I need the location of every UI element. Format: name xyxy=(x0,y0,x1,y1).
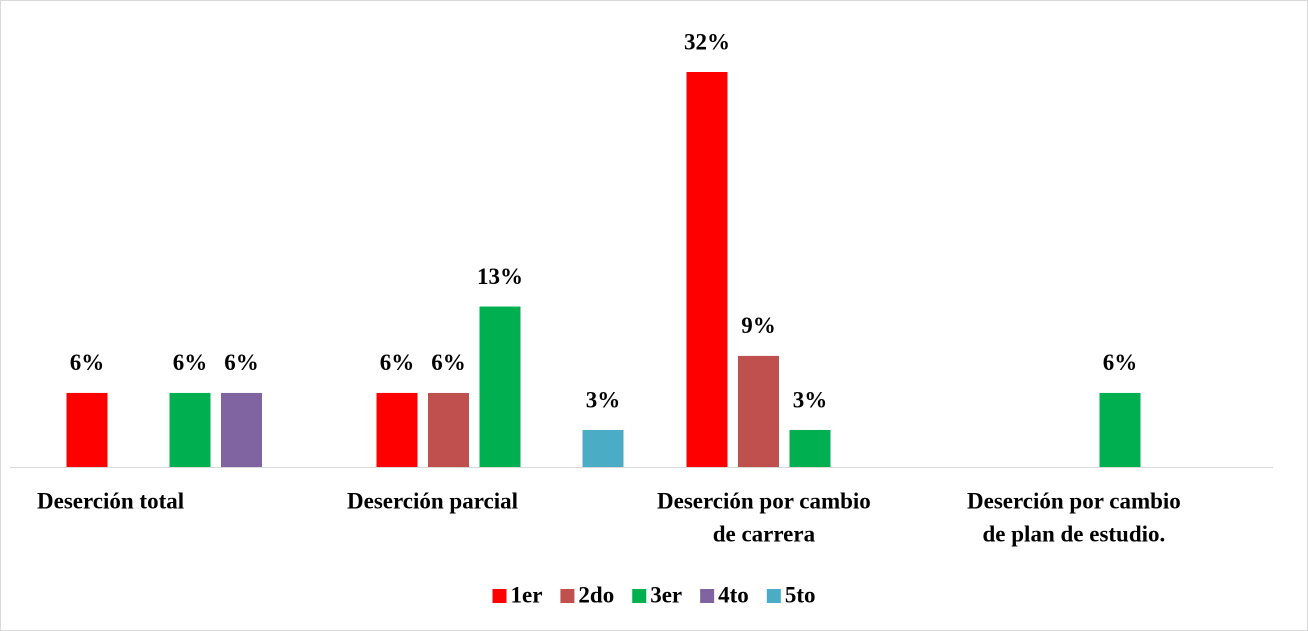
bar xyxy=(169,392,211,467)
legend-swatch xyxy=(492,589,507,603)
bar xyxy=(428,392,469,467)
bar xyxy=(1099,392,1141,467)
legend-label: 3er xyxy=(650,582,682,607)
bar xyxy=(686,72,728,467)
x-tick-label: Deserción por cambio xyxy=(967,488,1181,513)
x-tick-label: Deserción parcial xyxy=(347,488,518,513)
data-label: 6% xyxy=(173,350,208,375)
data-label: 6% xyxy=(431,350,466,375)
legend-swatch xyxy=(632,589,647,603)
data-label: 6% xyxy=(1103,350,1138,375)
data-label: 6% xyxy=(70,350,105,375)
bar xyxy=(738,355,779,467)
data-label: 3% xyxy=(793,387,828,412)
bar xyxy=(221,392,262,467)
bar xyxy=(376,392,418,467)
legend-swatch xyxy=(766,589,781,603)
data-label: 32% xyxy=(684,29,730,54)
bar xyxy=(66,392,108,467)
x-tick-label: Deserción total xyxy=(37,488,184,513)
bar xyxy=(479,306,521,467)
legend-swatch xyxy=(560,589,575,603)
x-tick-label: de plan de estudio. xyxy=(983,521,1166,546)
x-tick-label: Deserción por cambio xyxy=(657,488,871,513)
bar xyxy=(582,429,624,467)
legend-label: 5to xyxy=(785,582,816,607)
data-label: 6% xyxy=(380,350,415,375)
legend-label: 4to xyxy=(718,582,749,607)
bar xyxy=(789,429,831,467)
legend-label: 1er xyxy=(511,582,543,607)
x-tick-label: de carrera xyxy=(713,521,816,546)
data-label: 13% xyxy=(477,264,523,289)
data-label: 6% xyxy=(224,350,259,375)
legend-label: 2do xyxy=(578,582,614,607)
data-label: 3% xyxy=(586,387,621,412)
legend-swatch xyxy=(700,589,715,603)
data-label: 9% xyxy=(741,313,776,338)
